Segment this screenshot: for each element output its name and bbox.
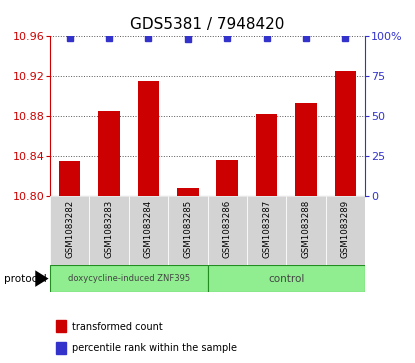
Text: GSM1083287: GSM1083287	[262, 200, 271, 258]
Bar	[50, 265, 208, 292]
Bar	[177, 188, 199, 196]
Text: GSM1083288: GSM1083288	[302, 200, 310, 258]
Title: GDS5381 / 7948420: GDS5381 / 7948420	[130, 17, 285, 32]
Bar	[247, 196, 286, 265]
Text: GSM1083289: GSM1083289	[341, 200, 350, 258]
Bar	[56, 320, 66, 333]
Polygon shape	[35, 270, 49, 287]
Bar	[59, 161, 81, 196]
Bar	[216, 160, 238, 196]
Text: transformed count: transformed count	[72, 322, 163, 332]
Bar	[208, 265, 365, 292]
Bar	[89, 196, 129, 265]
Bar	[98, 111, 120, 196]
Bar	[56, 342, 66, 354]
Bar	[208, 196, 247, 265]
Text: GSM1083282: GSM1083282	[65, 200, 74, 258]
Bar	[50, 196, 89, 265]
Text: GSM1083283: GSM1083283	[105, 200, 113, 258]
Bar	[334, 71, 356, 196]
Bar	[256, 114, 278, 196]
Text: protocol: protocol	[4, 274, 47, 284]
Bar	[129, 196, 168, 265]
Bar	[326, 196, 365, 265]
Text: GSM1083286: GSM1083286	[223, 200, 232, 258]
Bar	[295, 103, 317, 196]
Bar	[286, 196, 326, 265]
Bar	[168, 196, 208, 265]
Text: doxycycline-induced ZNF395: doxycycline-induced ZNF395	[68, 274, 190, 283]
Text: percentile rank within the sample: percentile rank within the sample	[72, 343, 237, 354]
Bar	[137, 81, 159, 196]
Text: GSM1083285: GSM1083285	[183, 200, 192, 258]
Text: control: control	[268, 274, 305, 284]
Text: GSM1083284: GSM1083284	[144, 200, 153, 258]
